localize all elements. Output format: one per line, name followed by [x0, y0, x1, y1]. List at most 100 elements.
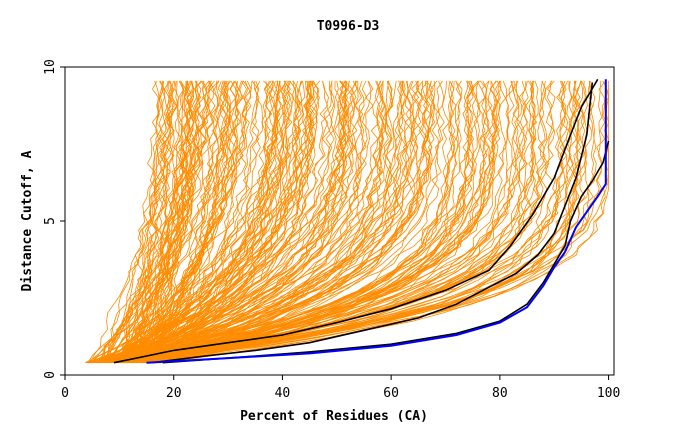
x-axis-label: Percent of Residues (CA) [240, 409, 428, 424]
orange-model-line [128, 80, 171, 363]
orange-model-line [121, 80, 431, 364]
series-line-3 [162, 140, 610, 364]
orange-model-line [115, 80, 227, 363]
orange-model-line [97, 80, 345, 364]
y-tick-label: 0 [43, 371, 58, 379]
orange-model-line [120, 80, 414, 364]
orange-model-line [100, 80, 335, 364]
orange-model-line [163, 80, 609, 364]
orange-model-line [131, 80, 606, 364]
x-tick-label: 0 [61, 386, 69, 401]
orange-model-line [86, 80, 425, 364]
orange-model-line [145, 80, 445, 364]
orange-model-line [108, 80, 290, 364]
orange-model-line [100, 80, 174, 363]
orange-model-line [134, 80, 194, 363]
x-tick-label: 80 [492, 386, 508, 401]
orange-model-line [150, 80, 420, 364]
orange-model-line [109, 80, 216, 364]
orange-model-line [159, 80, 496, 364]
orange-model-line [115, 80, 572, 364]
orange-model-line [88, 80, 521, 364]
y-axis-label: Distance Cutoff, A [20, 150, 35, 291]
orange-model-line [150, 80, 425, 364]
orange-model-line [112, 80, 397, 364]
orange-model-line [106, 80, 486, 364]
orange-model-line [98, 80, 271, 364]
orange-model-line [115, 80, 367, 364]
orange-model-line [104, 80, 523, 364]
orange-model-line [117, 80, 282, 364]
x-tick-label: 100 [597, 386, 620, 401]
orange-model-line [100, 80, 546, 364]
chart-title: T0996-D3 [317, 19, 380, 34]
orange-model-line [120, 80, 252, 363]
series-line-2 [151, 82, 594, 364]
orange-model-line [97, 80, 463, 364]
orange-model-line [87, 80, 498, 364]
orange-model-line [98, 80, 348, 364]
orange-model-line [93, 80, 578, 364]
orange-model-line [117, 80, 179, 363]
orange-model-line [133, 80, 502, 364]
orange-model-line [142, 80, 491, 364]
orange-model-line [102, 80, 160, 363]
orange-model-line [87, 80, 438, 364]
orange-model-line [91, 80, 357, 364]
orange-model-line [117, 80, 231, 363]
x-tick-label: 40 [275, 386, 291, 401]
orange-model-line [105, 80, 331, 364]
orange-model-line [118, 80, 185, 363]
orange-model-line [98, 80, 169, 363]
orange-model-line [133, 80, 244, 363]
orange-model-line [128, 80, 403, 364]
orange-model-line [139, 80, 237, 363]
orange-model-line [102, 80, 195, 364]
orange-model-line [89, 80, 165, 363]
y-tick-label: 10 [43, 59, 58, 75]
orange-model-line [116, 80, 445, 364]
orange-model-line [119, 80, 340, 364]
orange-model-line [108, 80, 574, 364]
orange-model-line [107, 80, 374, 364]
orange-model-line [156, 80, 210, 363]
orange-model-line [129, 80, 384, 364]
orange-model-line [86, 80, 329, 364]
orange-model-line [121, 80, 175, 363]
orange-model-line [100, 80, 569, 364]
orange-model-line [115, 80, 252, 364]
orange-model-line [92, 80, 212, 364]
orange-model-line [97, 80, 298, 364]
orange-model-line [160, 80, 470, 364]
orange-model-line [158, 80, 515, 364]
orange-model-line [139, 80, 474, 364]
orange-model-line [139, 80, 527, 364]
orange-model-line [96, 80, 507, 364]
orange-model-line [157, 80, 567, 364]
orange-model-line [119, 80, 415, 364]
orange-model-line [114, 80, 279, 363]
orange-model-line [119, 80, 187, 364]
orange-model-line [135, 80, 201, 363]
orange-model-line [150, 80, 383, 364]
orange-model-line [160, 80, 523, 364]
axis-ticks: 0 20 40 60 80 100 0 5 10 [43, 59, 620, 401]
orange-model-line [91, 80, 402, 364]
orange-model-line [126, 80, 381, 364]
orange-model-line [124, 80, 554, 364]
orange-model-line [160, 80, 406, 364]
orange-model-line [93, 80, 350, 364]
orange-model-line [97, 80, 313, 364]
orange-model-line [142, 80, 348, 364]
series-line-4 [146, 79, 607, 364]
orange-model-line [106, 80, 413, 364]
x-tick-label: 60 [383, 386, 399, 401]
orange-model-line [103, 80, 203, 363]
orange-model-line [101, 80, 471, 364]
orange-model-line [105, 80, 164, 363]
y-tick-label: 5 [43, 217, 58, 225]
orange-model-line [100, 80, 582, 364]
orange-model-line [117, 80, 457, 364]
